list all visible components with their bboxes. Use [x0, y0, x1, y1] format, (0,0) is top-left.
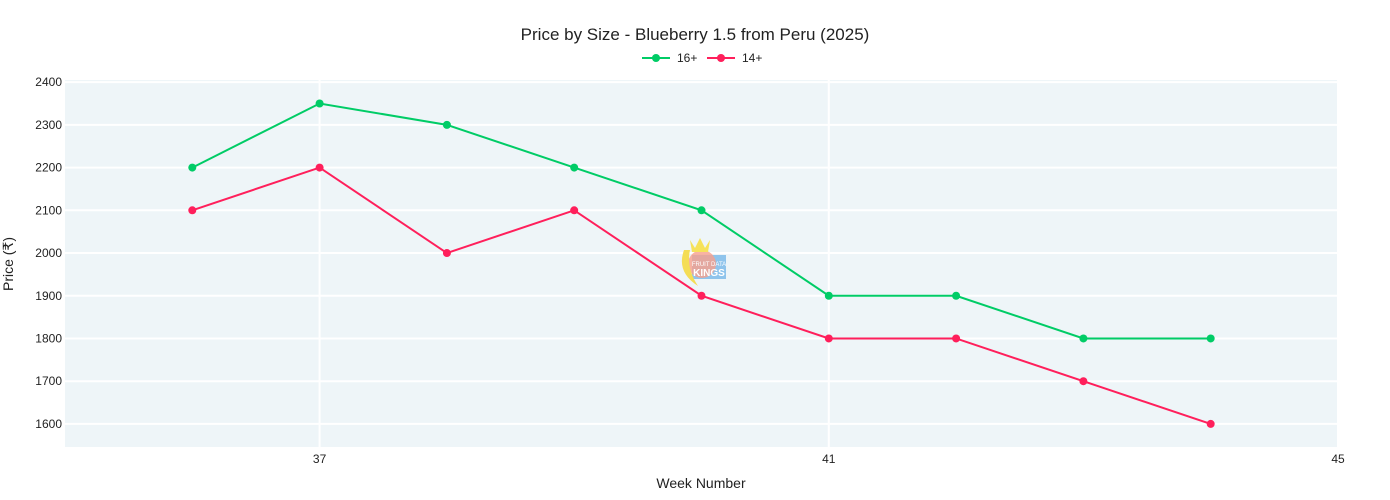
legend-marker-16plus [652, 54, 660, 62]
legend-label-14plus[interactable]: 14+ [742, 51, 762, 65]
y-tick-label: 1700 [35, 374, 62, 388]
y-axis-label: Price (₹) [0, 237, 16, 291]
data-point[interactable] [188, 206, 197, 215]
x-tick-label: 37 [313, 452, 327, 466]
legend-marker-14plus [717, 54, 725, 62]
data-point[interactable] [570, 163, 579, 172]
data-point[interactable] [1206, 334, 1215, 343]
y-tick-label: 1800 [35, 331, 62, 345]
data-point[interactable] [315, 99, 324, 108]
svg-text:FRUIT DATA: FRUIT DATA [692, 262, 726, 268]
data-point[interactable] [570, 206, 579, 215]
data-point[interactable] [315, 163, 324, 172]
data-point[interactable] [442, 120, 451, 129]
data-point[interactable] [824, 334, 833, 343]
fruit-data-kings-logo: FRUIT DATA KINGS [681, 238, 726, 286]
chart-title: Price by Size - Blueberry 1.5 from Peru … [521, 25, 870, 44]
legend-label-16plus[interactable]: 16+ [677, 51, 697, 65]
y-tick-label: 2300 [35, 118, 62, 132]
data-point[interactable] [952, 291, 961, 300]
y-tick-label: 1900 [35, 289, 62, 303]
data-point[interactable] [697, 206, 706, 215]
data-point[interactable] [1206, 419, 1215, 428]
data-point[interactable] [442, 249, 451, 258]
tick-labels: 1600 1700 1800 1900 2000 2100 2200 2300 2400 37 41… [35, 75, 1345, 466]
data-point[interactable] [824, 291, 833, 300]
series-16plus [188, 99, 1215, 343]
x-tick-label: 41 [822, 452, 836, 466]
data-point[interactable] [952, 334, 961, 343]
y-tick-label: 2200 [35, 161, 62, 175]
svg-text:KINGS: KINGS [693, 268, 725, 279]
data-point[interactable] [188, 163, 197, 172]
legend[interactable]: 16+ 14+ [642, 51, 762, 65]
x-tick-label: 45 [1331, 452, 1345, 466]
y-tick-label: 2400 [35, 75, 62, 89]
x-axis-label: Week Number [656, 475, 746, 491]
data-point[interactable] [1079, 377, 1088, 386]
series-14plus [188, 163, 1215, 428]
y-tick-label: 1600 [35, 417, 62, 431]
series-group [188, 99, 1215, 428]
data-point[interactable] [697, 291, 706, 300]
y-tick-label: 2100 [35, 203, 62, 217]
y-tick-label: 2000 [35, 246, 62, 260]
data-point[interactable] [1079, 334, 1088, 343]
